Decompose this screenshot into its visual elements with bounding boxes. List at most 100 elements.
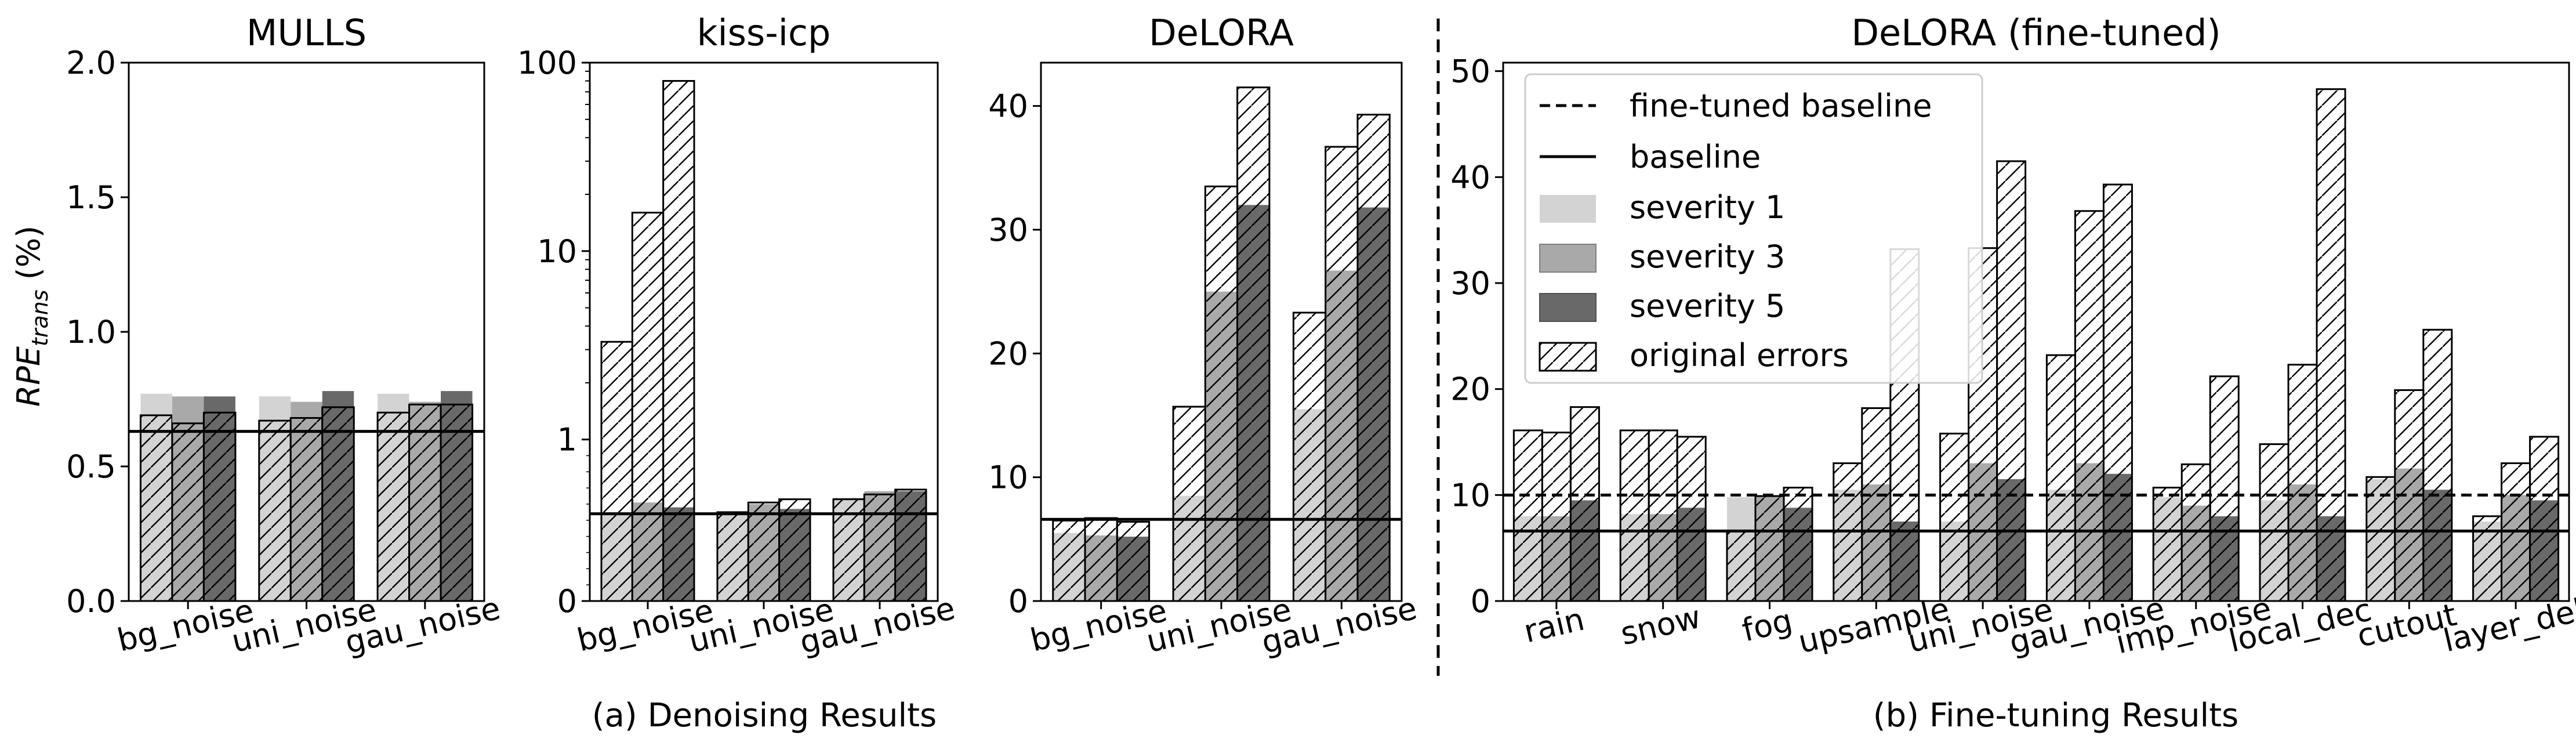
bar-original-error bbox=[1512, 429, 1543, 602]
bar-original-error bbox=[2209, 375, 2240, 602]
bar-original-error bbox=[258, 419, 292, 602]
y-tick-label: 30 bbox=[1450, 265, 1490, 302]
bar-original-error bbox=[1996, 160, 2027, 602]
bar-original-error bbox=[716, 511, 749, 602]
bar-original-error bbox=[1783, 487, 1813, 602]
bar-original-error bbox=[747, 501, 781, 602]
bar-original-error bbox=[2152, 487, 2183, 602]
y-tick-label: 50 bbox=[1450, 53, 1490, 90]
bar-original-error bbox=[408, 403, 442, 602]
bar-original-error bbox=[2529, 436, 2560, 602]
bar-original-error bbox=[600, 341, 633, 602]
y-axis-label-unit: (%) bbox=[10, 226, 47, 290]
chart-title: DeLORA (fine-tuned) bbox=[1851, 12, 2221, 54]
legend-label: baseline bbox=[1630, 139, 1761, 175]
legend-label: severity 5 bbox=[1630, 288, 1785, 324]
bar-original-error bbox=[1648, 429, 1678, 602]
y-axis-label: RPEtrans (%) bbox=[10, 226, 53, 407]
bar-original-error bbox=[894, 488, 927, 602]
y-tick-label: 2.0 bbox=[66, 45, 116, 81]
bar-original-error bbox=[2074, 210, 2105, 602]
bar-original-error bbox=[2316, 88, 2346, 602]
y-tick-label: 0.0 bbox=[66, 583, 116, 620]
y-tick-label: 1 bbox=[557, 422, 577, 458]
chart-title: MULLS bbox=[246, 12, 367, 54]
x-tick-label: rain bbox=[1521, 601, 1588, 650]
bar-original-error bbox=[1861, 407, 1892, 602]
bar-original-error bbox=[1052, 519, 1086, 602]
y-tick-label: 0 bbox=[1008, 583, 1028, 620]
bar-original-error bbox=[202, 411, 237, 602]
bar-original-error bbox=[139, 414, 173, 602]
legend: fine-tuned baseline baseline severity 1 … bbox=[1524, 73, 1983, 384]
bar-original-error bbox=[2045, 354, 2076, 602]
x-tick-label: fog bbox=[1739, 602, 1795, 649]
bar-original-error bbox=[289, 417, 324, 602]
legend-swatch-severity-3 bbox=[1539, 244, 1597, 273]
legend-label: original errors bbox=[1630, 337, 1849, 374]
bar-original-error bbox=[2259, 443, 2290, 602]
bar-original-error bbox=[321, 406, 355, 602]
y-tick-label: 10 bbox=[1450, 477, 1490, 513]
legend-label: severity 3 bbox=[1630, 238, 1785, 275]
chart-panel-2: bg_noiseuni_noisegau_noise010203040DeLOR… bbox=[988, 12, 1420, 661]
chart-panel-0: bg_noiseuni_noisegau_noise0.00.51.01.52.… bbox=[66, 12, 503, 661]
bar-original-error bbox=[1292, 312, 1327, 602]
bar-original-error bbox=[1236, 86, 1271, 602]
bar-original-error bbox=[662, 79, 695, 602]
y-tick-label: 0 bbox=[557, 583, 577, 620]
bar-original-error bbox=[1619, 429, 1650, 602]
chart-title: kiss-icp bbox=[697, 12, 831, 54]
y-tick-label: 0.5 bbox=[66, 448, 116, 485]
bar-original-error bbox=[440, 403, 474, 602]
bar-original-error bbox=[1172, 406, 1206, 602]
legend-label: fine-tuned baseline bbox=[1630, 88, 1932, 124]
svg-text:RPEtrans (%): RPEtrans (%) bbox=[10, 226, 53, 407]
y-tick-label: 10 bbox=[537, 233, 577, 270]
bar-original-error bbox=[1754, 495, 1785, 602]
legend-swatch-severity-5 bbox=[1539, 293, 1597, 322]
caption-b: (b) Fine-tuning Results bbox=[1873, 697, 2238, 734]
bar-original-error bbox=[171, 422, 205, 602]
bar-original-error bbox=[376, 411, 411, 602]
y-axis-label-main: RPE bbox=[10, 346, 47, 407]
y-tick-label: 100 bbox=[517, 45, 577, 81]
y-tick-label: 1.0 bbox=[66, 314, 116, 350]
axes-frame bbox=[589, 61, 939, 602]
y-tick-label: 20 bbox=[988, 335, 1028, 372]
y-tick-label: 10 bbox=[988, 459, 1028, 496]
bar-original-error bbox=[631, 212, 665, 602]
plots: bg_noiseuni_noisegau_noise0.00.51.01.52.… bbox=[66, 12, 2576, 661]
chart-title: DeLORA bbox=[1149, 12, 1294, 54]
axes-frame bbox=[1040, 61, 1403, 602]
y-tick-label: 40 bbox=[1450, 159, 1490, 196]
bar-original-error bbox=[2287, 364, 2318, 602]
bar-original-error bbox=[1325, 146, 1359, 602]
bar-original-error bbox=[1204, 185, 1239, 602]
legend-label: severity 1 bbox=[1630, 189, 1785, 226]
x-tick-label: snow bbox=[1617, 599, 1704, 653]
axes-frame bbox=[128, 61, 485, 602]
y-tick-label: 20 bbox=[1450, 371, 1490, 408]
bar-original-error bbox=[1676, 436, 1707, 602]
bar-original-error bbox=[1569, 406, 1600, 602]
legend-swatch-severity-1 bbox=[1540, 195, 1596, 223]
bar-original-error bbox=[1726, 530, 1757, 602]
bar-original-error bbox=[1939, 432, 1970, 602]
y-tick-label: 1.5 bbox=[66, 179, 116, 216]
legend-swatch-original bbox=[1539, 342, 1597, 372]
bar-original-error bbox=[1116, 520, 1151, 602]
y-tick-label: 40 bbox=[988, 88, 1028, 125]
bar-original-error bbox=[2472, 515, 2503, 602]
bar-original-error bbox=[832, 498, 865, 602]
bar-original-error bbox=[1541, 432, 1572, 602]
legend-frame bbox=[1524, 73, 1983, 384]
bar-original-error bbox=[2422, 328, 2453, 602]
bar-original-error bbox=[2180, 463, 2211, 602]
y-tick-label: 30 bbox=[988, 212, 1028, 248]
bar-original-error bbox=[1084, 517, 1118, 602]
caption-a: (a) Denoising Results bbox=[592, 697, 937, 734]
bar-original-error bbox=[2102, 183, 2133, 602]
axes-frame bbox=[1502, 61, 2570, 602]
